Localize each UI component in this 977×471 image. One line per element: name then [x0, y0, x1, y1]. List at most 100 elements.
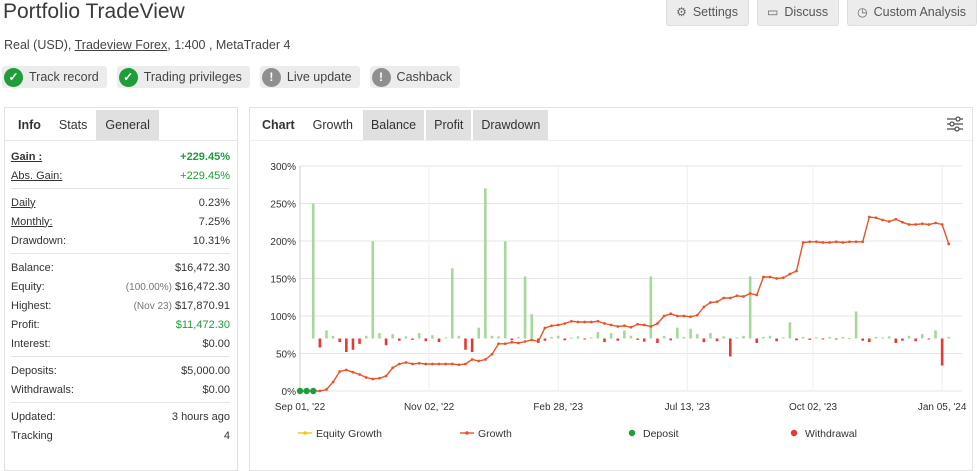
- daily-label[interactable]: Daily: [11, 196, 36, 209]
- legend-marker: [465, 431, 469, 435]
- bar-mark: [530, 314, 533, 339]
- growth-point: [662, 314, 666, 318]
- growth-point: [358, 373, 361, 376]
- bar-mark: [358, 338, 361, 344]
- growth-point: [318, 389, 322, 393]
- growth-point: [801, 241, 805, 244]
- growth-point: [411, 362, 414, 366]
- growth-point: [702, 305, 706, 309]
- bar-mark: [431, 335, 434, 339]
- badge-cashback[interactable]: ! Cashback: [369, 66, 461, 88]
- highest-value: $17,870.91: [174, 299, 230, 312]
- stats-list: Gain : +229.45% Abs. Gain: +229.45% Dail…: [5, 147, 237, 445]
- stat-row-deposits: Deposits: $5,000.00: [11, 361, 230, 380]
- bar-mark: [775, 338, 778, 342]
- bar-mark: [828, 336, 831, 339]
- growth-point: [649, 325, 653, 328]
- growth-point: [709, 301, 712, 304]
- bar-mark: [762, 336, 765, 339]
- bar-mark: [662, 335, 666, 339]
- stat-row-withdrawals: Withdrawals: $0.00: [11, 380, 230, 399]
- bar-mark: [907, 335, 911, 339]
- page-title: Portfolio TradeView: [3, 0, 185, 23]
- legend-label[interactable]: Equity Growth: [316, 428, 382, 440]
- stat-row-tracking: Tracking 4: [11, 426, 230, 445]
- tab-balance[interactable]: Balance: [362, 110, 425, 140]
- growth-point: [695, 313, 699, 317]
- growth-point: [523, 340, 527, 343]
- account-info: Real (USD), Tradeview Forex, 1:400 , Met…: [4, 38, 290, 52]
- legend-marker: [303, 431, 307, 435]
- legend-marker: [628, 429, 636, 437]
- discuss-button[interactable]: ▭ Discuss: [757, 0, 840, 26]
- account-type: Real (USD),: [4, 38, 72, 52]
- abs-gain-label[interactable]: Abs. Gain:: [11, 169, 63, 182]
- tab-profit[interactable]: Profit: [426, 110, 472, 140]
- growth-point: [417, 361, 421, 365]
- badge-live-update[interactable]: ! Live update: [259, 66, 360, 88]
- badge-trading-privileges[interactable]: ✓ Trading privileges: [116, 66, 250, 88]
- growth-point: [748, 292, 752, 295]
- bar-mark: [729, 338, 732, 357]
- bar-mark: [834, 338, 838, 340]
- bar-mark: [901, 338, 904, 341]
- bar-mark: [920, 334, 924, 339]
- growth-point: [675, 314, 679, 318]
- settings-label: Settings: [692, 4, 738, 19]
- badge-track-record[interactable]: ✓ Track record: [2, 66, 107, 88]
- bar-mark: [523, 276, 527, 339]
- tab-chart[interactable]: Chart: [262, 118, 295, 132]
- tab-growth[interactable]: Growth: [312, 118, 353, 132]
- legend-label[interactable]: Deposit: [643, 428, 679, 440]
- settings-button[interactable]: ⚙ Settings: [666, 0, 749, 26]
- monthly-label[interactable]: Monthly:: [11, 215, 53, 228]
- growth-point: [762, 275, 765, 279]
- y-tick-label: 200%: [270, 237, 296, 248]
- growth-point: [828, 241, 831, 244]
- bar-mark: [384, 338, 388, 346]
- growth-point: [517, 341, 520, 345]
- growth-point: [795, 269, 798, 273]
- bar-mark: [470, 338, 474, 352]
- clock-icon: ◷: [857, 4, 868, 19]
- growth-point: [530, 338, 534, 342]
- legend-label[interactable]: Withdrawal: [805, 428, 857, 440]
- check-icon: ✓: [4, 67, 23, 87]
- growth-point: [907, 223, 911, 226]
- equity-value-group: (100.00%) $16,472.30: [126, 281, 230, 293]
- tab-drawdown[interactable]: Drawdown: [473, 110, 549, 140]
- growth-point: [424, 362, 428, 366]
- growth-point: [391, 366, 395, 370]
- interest-label: Interest:: [11, 337, 51, 350]
- growth-point: [609, 323, 613, 327]
- bar-mark: [768, 335, 772, 339]
- bar-mark: [887, 336, 891, 339]
- bar-mark: [854, 311, 858, 339]
- bar-mark: [609, 333, 613, 339]
- legend-label[interactable]: Growth: [478, 428, 512, 440]
- custom-analysis-button[interactable]: ◷ Custom Analysis: [847, 0, 977, 26]
- withdrawals-label: Withdrawals:: [11, 383, 74, 396]
- growth-point: [622, 324, 626, 328]
- bar-mark: [848, 337, 851, 339]
- tab-general[interactable]: General: [96, 110, 159, 140]
- growth-point: [894, 217, 898, 221]
- deposit-point: [303, 387, 310, 395]
- growth-point: [901, 220, 904, 224]
- bar-mark: [649, 276, 653, 339]
- tab-stats[interactable]: Stats: [58, 118, 88, 132]
- bar-mark: [795, 338, 798, 341]
- profit-value: $11,472.30: [175, 318, 230, 331]
- growth-point: [325, 388, 328, 391]
- bar-mark: [450, 268, 454, 339]
- growth-series-line: [300, 216, 950, 392]
- growth-point: [563, 322, 567, 325]
- tab-info[interactable]: Info: [9, 110, 50, 140]
- growth-point: [331, 380, 335, 384]
- gain-label[interactable]: Gain :: [11, 150, 43, 163]
- badge-label: Trading privileges: [143, 70, 242, 84]
- broker-link[interactable]: Tradeview Forex: [74, 38, 168, 52]
- sliders-icon[interactable]: [946, 115, 964, 133]
- y-tick-label: 150%: [270, 275, 296, 286]
- balance-label: Balance:: [11, 261, 54, 274]
